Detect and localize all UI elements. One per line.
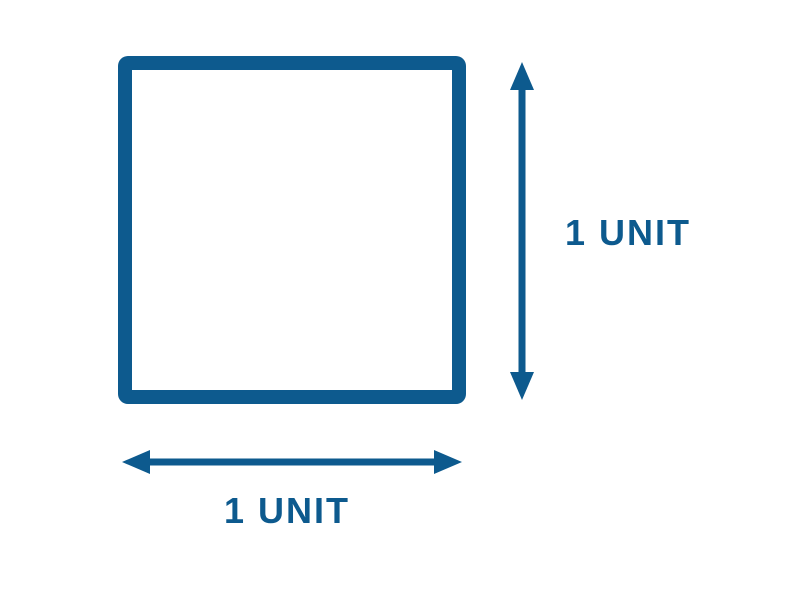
width-label: 1 UNIT [224,490,350,532]
height-label: 1 UNIT [565,212,691,254]
unit-square-diagram: 1 UNIT 1 UNIT [0,0,800,589]
height-arrow [0,0,800,589]
